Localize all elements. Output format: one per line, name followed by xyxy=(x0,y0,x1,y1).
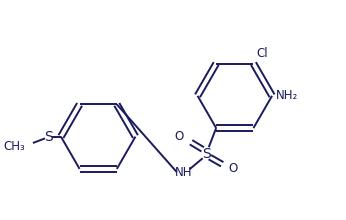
Text: CH₃: CH₃ xyxy=(3,140,25,153)
Text: NH₂: NH₂ xyxy=(276,89,298,102)
Text: S: S xyxy=(202,147,211,161)
Text: S: S xyxy=(44,130,53,144)
Text: NH: NH xyxy=(174,166,192,179)
Text: O: O xyxy=(175,130,184,143)
Text: O: O xyxy=(229,162,238,175)
Text: Cl: Cl xyxy=(256,47,268,60)
